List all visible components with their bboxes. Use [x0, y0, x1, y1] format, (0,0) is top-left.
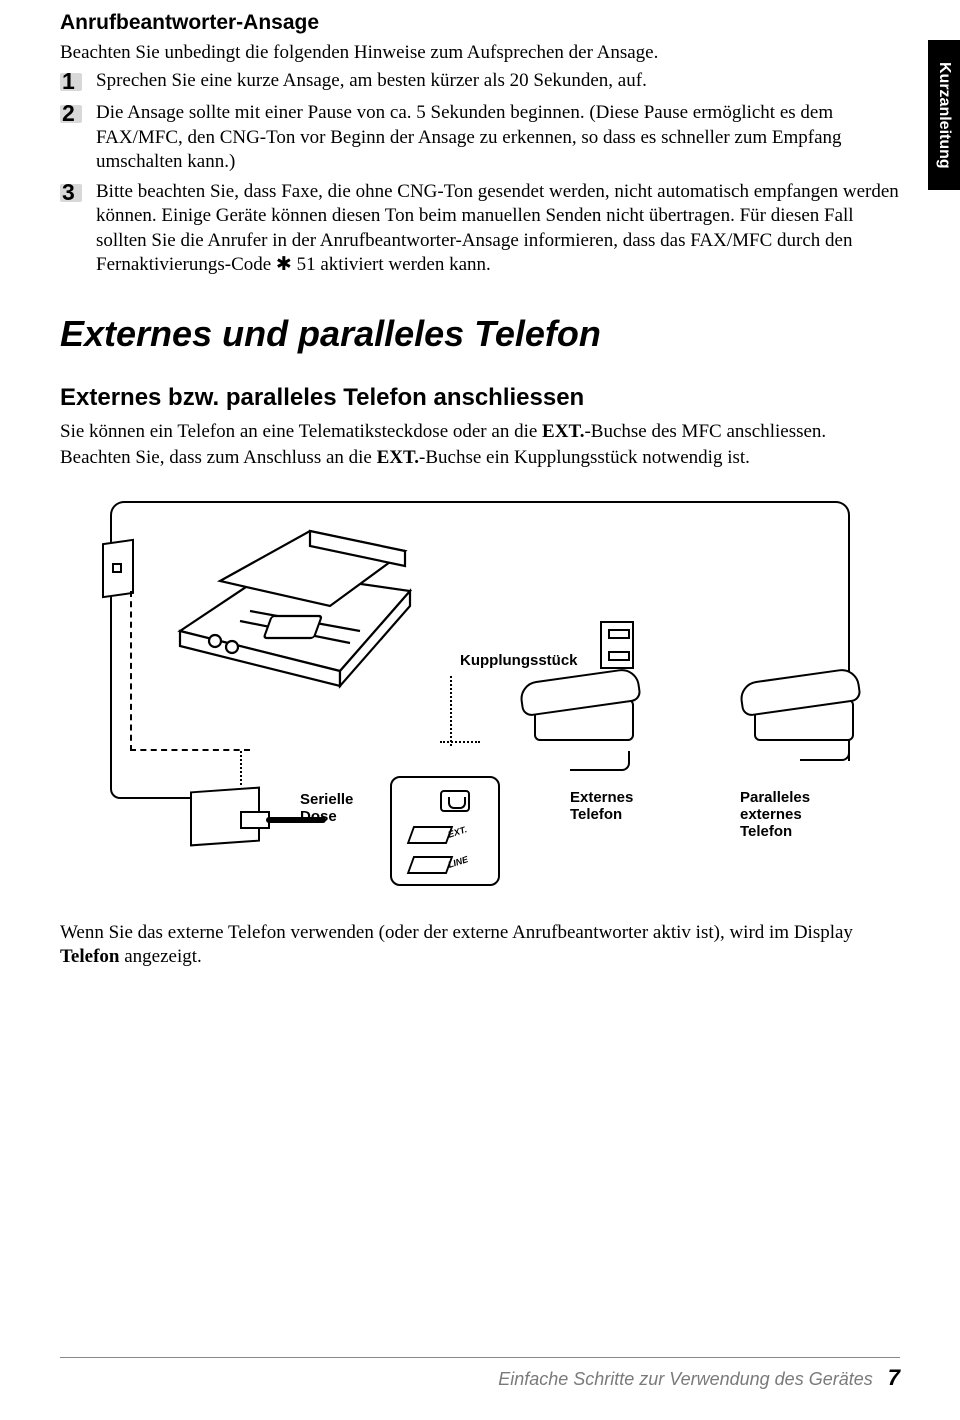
- step-number: 3: [62, 178, 75, 207]
- step-number-badge: 3: [60, 180, 90, 206]
- label-kupplungsstueck: Kupplungsstück: [460, 651, 578, 670]
- footer-chapter: Einfache Schritte zur Verwendung des Ger…: [498, 1369, 873, 1389]
- label-serial-socket: SerielleDose: [300, 791, 353, 826]
- label-parallel-phone: ParallelesexternesTelefon: [740, 789, 810, 841]
- parallel-phone-icon: [740, 675, 880, 755]
- serial-socket-icon: [190, 781, 290, 856]
- fax-machine-icon: [160, 511, 440, 691]
- body-text: -Buchse ein Kupplungsstück notwendig ist…: [419, 447, 750, 468]
- closing-paragraph: Wenn Sie das externe Telefon verwenden (…: [60, 921, 900, 970]
- page-footer: Einfache Schritte zur Verwendung des Ger…: [60, 1357, 900, 1392]
- step-3: 3 Bitte beachten Sie, dass Faxe, die ohn…: [60, 180, 900, 277]
- body-bold: EXT.: [377, 447, 419, 468]
- step-number-badge: 2: [60, 101, 90, 127]
- body-text: -Buchse des MFC anschliessen.: [584, 421, 826, 442]
- section-title: Anrufbeantworter-Ansage: [60, 10, 900, 37]
- jack-panel-icon: [390, 776, 500, 886]
- page-number: 7: [888, 1365, 900, 1390]
- step-number: 2: [62, 99, 75, 128]
- step-text: Sprechen Sie eine kurze Ansage, am beste…: [96, 69, 900, 93]
- step-1: 1 Sprechen Sie eine kurze Ansage, am bes…: [60, 69, 900, 95]
- main-heading: Externes und paralleles Telefon: [60, 311, 900, 357]
- step-text: Die Ansage sollte mit einer Pause von ca…: [96, 101, 900, 174]
- sub-heading: Externes bzw. paralleles Telefon anschli…: [60, 383, 900, 414]
- body-line-2: Beachten Sie, dass zum Anschluss an die …: [60, 446, 900, 470]
- step-text: Bitte beachten Sie, dass Faxe, die ohne …: [96, 180, 900, 277]
- body-text: Sie können ein Telefon an eine Telematik…: [60, 421, 542, 442]
- label-external-phone: ExternesTelefon: [570, 789, 633, 824]
- coupler-icon: [600, 621, 634, 669]
- step-2: 2 Die Ansage sollte mit einer Pause von …: [60, 101, 900, 174]
- external-phone-icon: [520, 675, 660, 755]
- connection-diagram: Kupplungsstück SerielleDose ExternesTele…: [100, 491, 860, 891]
- step-number: 1: [62, 67, 75, 96]
- sidebar-tab: Kurzanleitung: [928, 40, 960, 190]
- body-text: Beachten Sie, dass zum Anschluss an die: [60, 447, 377, 468]
- body-bold: Telefon: [60, 946, 119, 967]
- body-text: Wenn Sie das externe Telefon verwenden (…: [60, 922, 853, 943]
- body-line-1: Sie können ein Telefon an eine Telematik…: [60, 420, 900, 444]
- section-intro: Beachten Sie unbedingt die folgenden Hin…: [60, 41, 900, 65]
- body-bold: EXT.: [542, 421, 584, 442]
- body-text: angezeigt.: [119, 946, 201, 967]
- step-number-badge: 1: [60, 69, 90, 95]
